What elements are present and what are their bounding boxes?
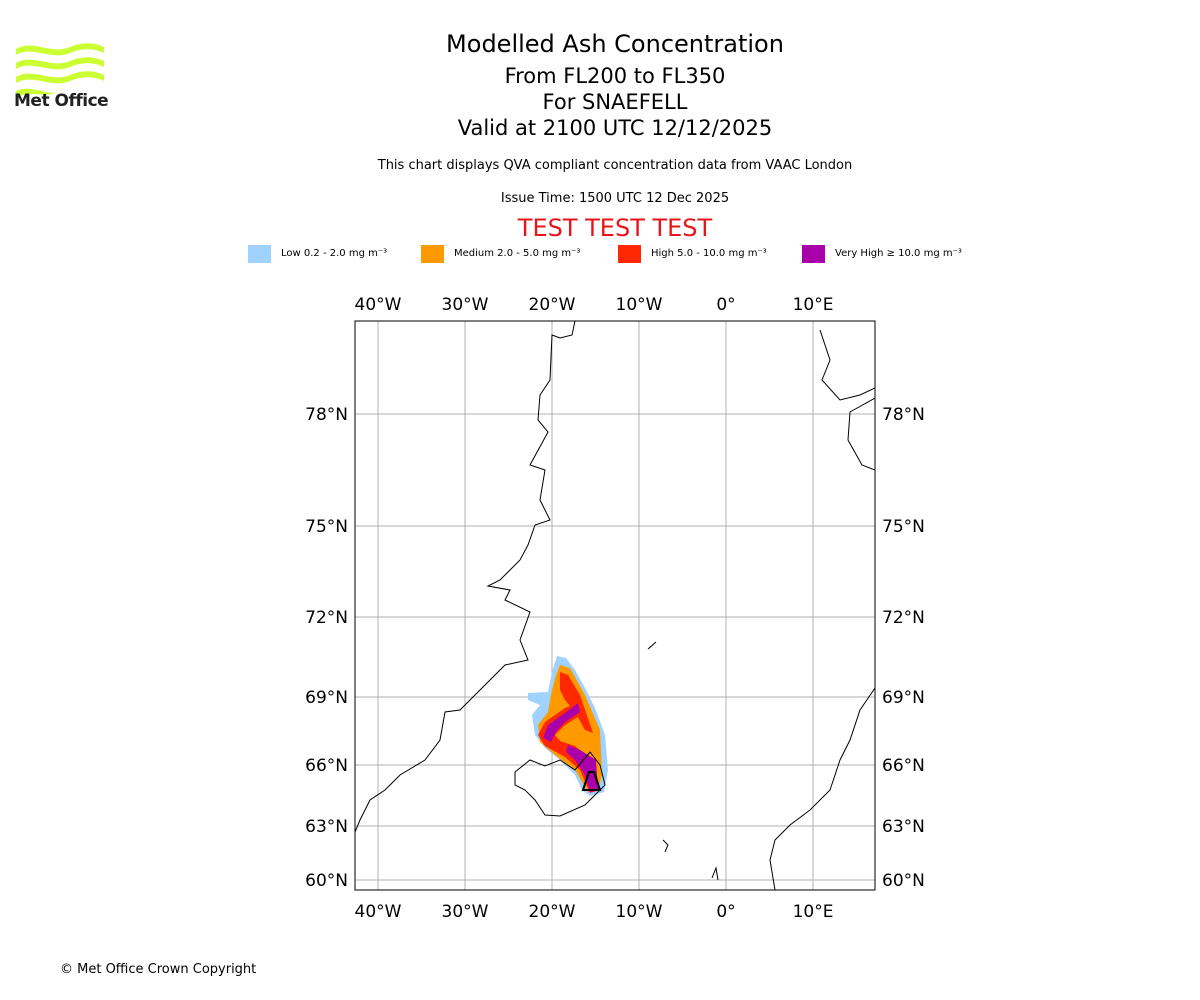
volcano-name: For SNAEFELL [542, 90, 688, 114]
shetland [711, 866, 719, 881]
greenland-coast [355, 321, 576, 833]
issue-time: Issue Time: 1500 UTC 12 Dec 2025 [500, 191, 730, 206]
lat-tick-label: 60°N [305, 871, 348, 891]
lat-tick-label: 60°N [882, 871, 925, 891]
volcano-marker [581, 771, 602, 791]
legend-swatch [421, 244, 444, 263]
lat-tick-label: 69°N [882, 688, 925, 708]
coastlines [355, 321, 875, 890]
lat-tick-label: 69°N [305, 688, 348, 708]
ash-very-high-area [566, 745, 598, 792]
legend-label: Medium 2.0 - 5.0 mg m⁻³ [454, 248, 581, 259]
lat-tick-label: 72°N [882, 608, 925, 628]
legend-item-very-high: Very High ≥ 10.0 mg m⁻³ [802, 244, 962, 263]
met-office-logo [16, 43, 104, 97]
jan-mayen [647, 641, 657, 650]
lon-tick-label: 0° [716, 902, 735, 922]
lat-tick-label: 72°N [305, 608, 348, 628]
lon-tick-label: 30°W [442, 295, 489, 315]
test-banner: TEST TEST TEST [517, 214, 713, 242]
lon-tick-label: 20°W [529, 295, 576, 315]
lat-tick-label: 66°N [305, 756, 348, 776]
lon-tick-label: 20°W [529, 902, 576, 922]
legend-label: Very High ≥ 10.0 mg m⁻³ [835, 248, 962, 259]
lat-tick-label: 63°N [882, 817, 925, 837]
ash-very-high-area [543, 703, 580, 742]
valid-time: Valid at 2100 UTC 12/12/2025 [457, 116, 773, 140]
legend-swatch [248, 244, 271, 263]
lat-tick-label: 66°N [882, 756, 925, 776]
legend-swatch [618, 244, 641, 263]
flight-levels: From FL200 to FL350 [504, 64, 726, 88]
lat-tick-label: 63°N [305, 817, 348, 837]
legend-item-medium: Medium 2.0 - 5.0 mg m⁻³ [421, 244, 580, 263]
svalbard-coast [819, 329, 875, 401]
legend-item-low: Low 0.2 - 2.0 mg m⁻³ [248, 244, 387, 263]
map-frame [354, 320, 876, 891]
lat-tick-label: 78°N [882, 405, 925, 425]
lon-tick-label: 10°W [616, 295, 663, 315]
lon-tick-label: 30°W [442, 902, 489, 922]
ash-high-area [560, 672, 593, 733]
graticule [355, 321, 875, 890]
lon-tick-label: 10°E [793, 902, 834, 922]
lon-tick-label: 10°E [793, 295, 834, 315]
svalbard-coast [847, 397, 875, 471]
lon-tick-label: 40°W [355, 902, 402, 922]
legend-swatch [802, 244, 825, 263]
faroe-islands [662, 839, 669, 853]
chart-title: Modelled Ash Concentration [446, 30, 784, 58]
compliance-note: This chart displays QVA compliant concen… [377, 158, 853, 173]
legend-label: Low 0.2 - 2.0 mg m⁻³ [281, 248, 388, 259]
legend-item-high: High 5.0 - 10.0 mg m⁻³ [618, 244, 767, 263]
norway-coast [769, 687, 875, 890]
lat-tick-label: 78°N [305, 405, 348, 425]
lat-tick-label: 75°N [882, 517, 925, 537]
lon-tick-label: 40°W [355, 295, 402, 315]
lat-tick-label: 75°N [305, 517, 348, 537]
logo-text: Met Office [14, 91, 109, 111]
lon-tick-label: 0° [716, 295, 735, 315]
copyright: © Met Office Crown Copyright [60, 962, 257, 977]
legend-label: High 5.0 - 10.0 mg m⁻³ [651, 248, 767, 259]
lon-tick-label: 10°W [616, 902, 663, 922]
